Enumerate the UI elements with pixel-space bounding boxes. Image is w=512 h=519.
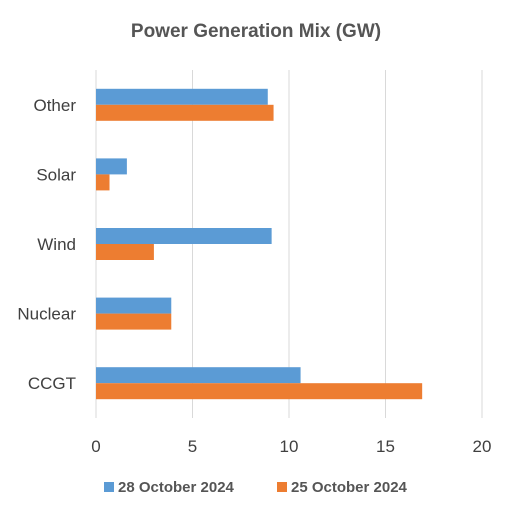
bar-ccgt-series-1	[96, 367, 301, 384]
bar-wind-series-2	[96, 244, 154, 260]
x-tick-label: 5	[188, 437, 197, 456]
bar-nuclear-series-2	[96, 313, 172, 330]
category-label: Nuclear	[17, 305, 76, 324]
bar-solar-series-2	[96, 174, 110, 191]
category-label: Wind	[37, 235, 76, 254]
bar-other-series-1	[96, 88, 268, 105]
category-label: Solar	[36, 165, 76, 184]
category-label: CCGT	[28, 374, 76, 393]
x-tick-label: 10	[280, 437, 299, 456]
x-axis-ticks: 0 5 10 15 20	[91, 437, 491, 456]
chart-title: Power Generation Mix (GW)	[131, 21, 381, 42]
gridlines	[95, 70, 483, 418]
bar-other-series-2	[96, 104, 274, 121]
bar-ccgt-series-2	[96, 383, 423, 400]
bar-nuclear-series-1	[96, 297, 172, 314]
bars	[96, 88, 423, 400]
bar-solar-series-1	[96, 158, 127, 175]
legend-swatch	[277, 482, 287, 492]
y-axis-categories: CCGT Nuclear Wind Solar Other	[17, 96, 76, 393]
legend-label: 28 October 2024	[118, 479, 235, 496]
x-tick-label: 20	[473, 437, 492, 456]
x-tick-label: 0	[91, 437, 100, 456]
x-tick-label: 15	[376, 437, 395, 456]
legend-label: 25 October 2024	[291, 479, 408, 496]
legend: 28 October 2024 25 October 2024	[104, 479, 408, 496]
legend-swatch	[104, 482, 114, 492]
category-label: Other	[33, 96, 76, 115]
bar-wind-series-1	[96, 228, 272, 244]
